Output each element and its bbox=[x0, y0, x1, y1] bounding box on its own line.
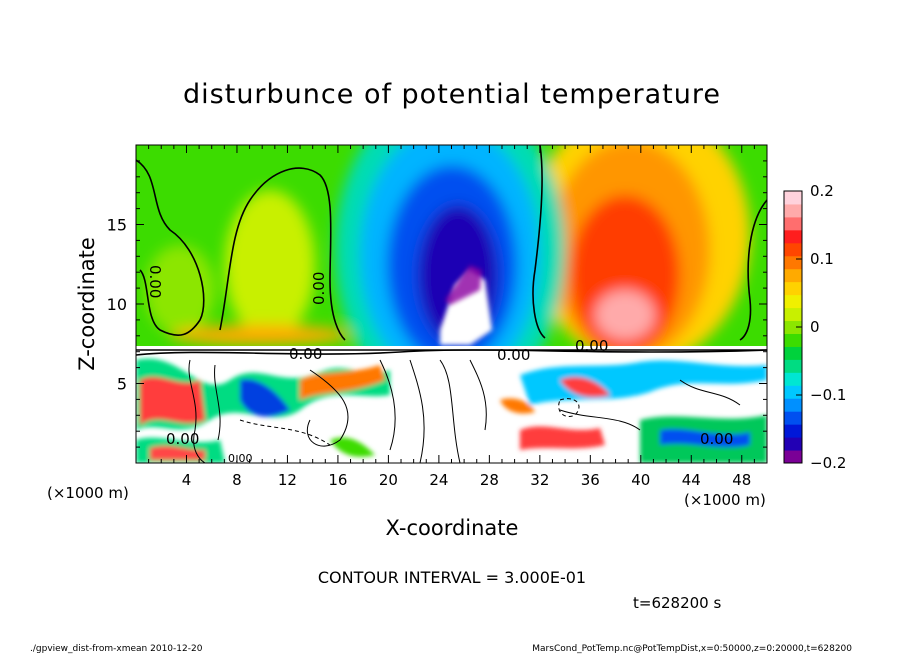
footer-left: ./gpview_dist-from-xmean 2010-12-20 bbox=[30, 644, 203, 654]
colorbar-swatch bbox=[784, 359, 802, 373]
colorbar-swatch bbox=[784, 320, 802, 334]
colorbar-swatch bbox=[784, 191, 802, 205]
colorbar-swatch bbox=[784, 346, 802, 360]
x-tick-label: 20 bbox=[379, 471, 398, 489]
chart-title: disturbunce of potential temperature bbox=[183, 79, 721, 110]
time-text: t=628200 s bbox=[633, 594, 721, 612]
colorbar-tick-label: 0.1 bbox=[810, 250, 834, 268]
colorbar-swatch bbox=[784, 307, 802, 322]
colorbar-swatch bbox=[784, 424, 802, 438]
contour-label: 0.00 bbox=[310, 272, 328, 305]
y-tick-label: 5 bbox=[117, 375, 127, 394]
y-tick-label: 10 bbox=[107, 295, 127, 314]
contour-label: 0.00 bbox=[228, 452, 253, 465]
colorbar-swatch bbox=[784, 333, 802, 347]
x-axis-label: X-coordinate bbox=[386, 516, 519, 540]
x-axis: 4 8 12 16 20 24 28 32 36 40 44 48 bbox=[135, 145, 768, 489]
colorbar-swatch bbox=[784, 255, 802, 270]
y-axis-unit: (×1000 m) bbox=[47, 484, 129, 502]
colorbar-swatch bbox=[784, 281, 802, 296]
contour-label: 0.00 bbox=[497, 346, 530, 364]
colorbar-swatch bbox=[784, 216, 802, 231]
colorbar-swatch bbox=[784, 268, 802, 283]
footer-right: MarsCond_PotTemp.nc@PotTempDist,x=0:5000… bbox=[532, 644, 852, 654]
colorbar-tick-label: 0.2 bbox=[810, 182, 834, 200]
x-tick-label: 36 bbox=[581, 471, 600, 489]
colorbar-swatch bbox=[784, 242, 802, 257]
y-axis: 5 10 15 bbox=[107, 144, 767, 464]
x-tick-label: 32 bbox=[530, 471, 549, 489]
heatmap-field bbox=[136, 145, 767, 463]
y-tick-label: 15 bbox=[107, 216, 127, 235]
contour-label: 0.00 bbox=[146, 265, 164, 298]
x-axis-unit: (×1000 m) bbox=[684, 491, 766, 509]
colorbar: 0.2 0.1 0 −0.1 −0.2 bbox=[783, 182, 846, 472]
x-tick-label: 4 bbox=[182, 471, 192, 489]
colorbar-swatch bbox=[784, 411, 802, 425]
x-tick-label: 12 bbox=[278, 471, 297, 489]
colorbar-swatch bbox=[784, 450, 802, 464]
colorbar-swatch bbox=[784, 398, 802, 412]
x-tick-label: 48 bbox=[732, 471, 751, 489]
colorbar-tick-label: −0.1 bbox=[810, 386, 846, 404]
x-tick-label: 44 bbox=[682, 471, 701, 489]
colorbar-tick-label: 0 bbox=[810, 318, 820, 336]
colorbar-swatch bbox=[784, 385, 802, 399]
colorbar-swatch bbox=[784, 437, 802, 451]
contour-label: 0.00 bbox=[575, 337, 608, 355]
x-tick-label: 24 bbox=[429, 471, 448, 489]
colorbar-swatch bbox=[784, 229, 802, 244]
x-tick-label: 28 bbox=[480, 471, 499, 489]
contour-labels: 0.00 0.00 0.00 0.00 0.00 0.00 0.00 0.00 bbox=[146, 265, 733, 465]
contour-interval-text: CONTOUR INTERVAL = 3.000E-01 bbox=[318, 568, 586, 587]
y-axis-label: Z-coordinate bbox=[75, 237, 99, 371]
x-tick-label: 8 bbox=[232, 471, 242, 489]
colorbar-swatch bbox=[784, 372, 802, 386]
contour-label: 0.00 bbox=[700, 430, 733, 448]
colorbar-swatch bbox=[784, 294, 802, 309]
x-tick-label: 40 bbox=[631, 471, 650, 489]
x-tick-label: 16 bbox=[328, 471, 347, 489]
contour-label: 0.00 bbox=[289, 345, 322, 363]
contour-label: 0.00 bbox=[166, 430, 199, 448]
colorbar-tick-label: −0.2 bbox=[810, 454, 846, 472]
colorbar-swatch bbox=[784, 203, 802, 218]
